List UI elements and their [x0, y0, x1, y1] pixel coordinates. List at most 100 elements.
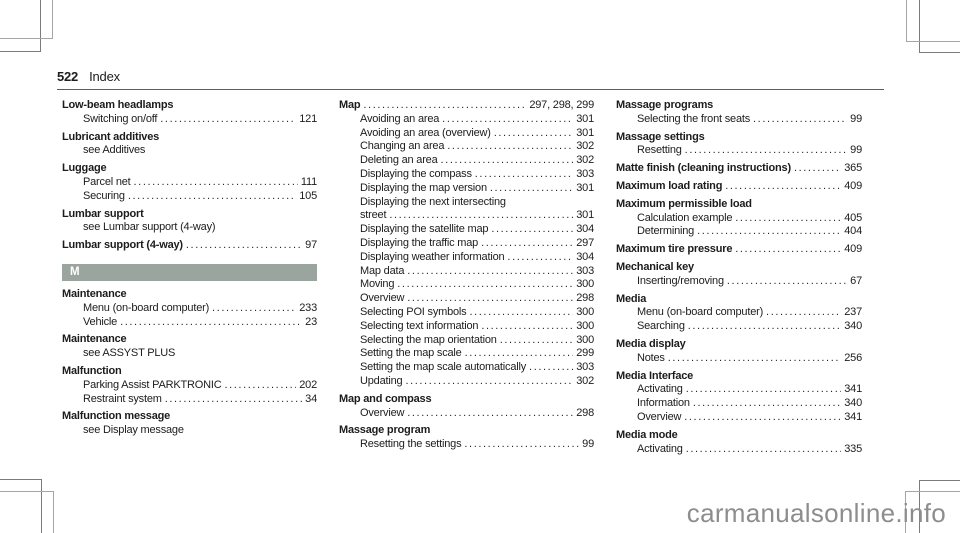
index-subentry-label: Restraint system — [83, 392, 162, 405]
index-subentry: Restraint system 34 — [62, 393, 317, 407]
index-subentry-label: Determining — [637, 225, 695, 238]
crop-mark-bottom-left-outer — [0, 479, 42, 533]
index-entry-label: Low-beam headlamps — [62, 99, 174, 111]
index-subentry: Determining 404 — [616, 225, 862, 239]
index-subentry: Setting the map scale automatically 303 — [339, 361, 594, 375]
index-subentry: Notes 256 — [616, 352, 862, 366]
index-subentry: see Lumbar support (4-way) — [62, 221, 317, 235]
dot-leader — [441, 154, 574, 168]
page-reference: 99 — [850, 112, 862, 125]
crop-mark-bottom-left-inner — [0, 491, 54, 533]
page-reference: 99 — [582, 438, 594, 451]
dot-leader — [727, 275, 847, 289]
index-entry: Lumbar support — [62, 208, 317, 222]
dot-leader — [507, 251, 573, 265]
index-subentry-label: Activating — [637, 383, 683, 396]
index-entry-label: Lumbar support — [62, 207, 144, 220]
index-subentry-label: Inserting/removing — [637, 274, 724, 287]
page-reference: 302 — [576, 154, 594, 167]
dot-leader — [407, 407, 573, 421]
index-subentry-label: Deleting an area — [360, 154, 438, 167]
index-subentry: Selecting the front seats 99 — [616, 113, 862, 127]
dot-leader — [224, 379, 296, 393]
dot-leader — [693, 397, 841, 411]
page-reference: 202 — [299, 378, 317, 391]
index-entry: Matte finish (cleaning instructions) 365 — [616, 162, 862, 176]
index-subentry-label: Overview — [360, 292, 405, 305]
page-reference: 111 — [300, 175, 317, 188]
index-subentry-label: Selecting the map orientation — [360, 333, 497, 346]
dot-leader — [442, 113, 573, 127]
index-subentry-label: Overview — [637, 410, 682, 423]
index-subentry: Switching on/off 121 — [62, 113, 317, 127]
index-subentry: street 301 — [339, 209, 594, 223]
page-reference: 121 — [299, 112, 317, 125]
index-subentry: Securing 105 — [62, 190, 317, 204]
index-subentry-label: Displaying weather information — [360, 250, 505, 263]
index-subentry-label: Resetting the settings — [360, 438, 462, 451]
page-reference: 404 — [844, 225, 862, 238]
dot-leader — [766, 306, 841, 320]
index-subentry: see ASSYST PLUS — [62, 347, 317, 361]
index-subentry-label: Displaying the traffic map — [360, 236, 479, 249]
index-subentry-label: Moving — [360, 278, 395, 291]
page-reference: 365 — [844, 162, 862, 175]
index-subentry-label: Displaying the satellite map — [360, 223, 489, 236]
index-entry: Map and compass — [339, 393, 594, 407]
index-subentry: see Additives — [62, 144, 317, 158]
index-subentry-label: street — [360, 209, 387, 222]
index-entry-label: Malfunction message — [62, 410, 171, 423]
index-subentry-label: see ASSYST PLUS — [83, 347, 176, 360]
index-subentry-label: Changing an area — [360, 140, 445, 153]
page-reference: 302 — [576, 374, 594, 387]
index-subentry: Menu (on-board computer) 237 — [616, 306, 862, 320]
page-reference: 233 — [299, 301, 317, 314]
index-subentry: Updating 302 — [339, 375, 594, 389]
index-subentry-label: see Display message — [83, 424, 184, 437]
index-entry-label: Map and compass — [339, 392, 432, 405]
watermark: carmanualsonline.info — [686, 498, 946, 528]
index-subentry-label: see Lumbar support (4-way) — [83, 221, 216, 234]
dot-leader — [697, 225, 841, 239]
dot-leader — [389, 209, 573, 223]
index-entry-group: Maintenance see ASSYST PLUS — [62, 333, 317, 361]
page-reference: 409 — [844, 179, 862, 192]
index-subentry: Activating 335 — [616, 443, 862, 457]
index-subentry-label: Searching — [637, 320, 685, 333]
index-entry-label: Lumbar support (4-way) — [62, 239, 183, 252]
page-reference: 341 — [844, 383, 862, 396]
index-subentry-label: Map data — [360, 264, 405, 277]
dot-leader — [469, 306, 573, 320]
dot-leader — [481, 237, 573, 251]
index-entry-label: Massage settings — [616, 130, 705, 143]
page-reference: 300 — [576, 278, 594, 291]
dot-leader — [725, 180, 841, 194]
index-subentry-label: Setting the map scale — [360, 347, 462, 360]
index-column-3: Massage programs Selecting the front seat… — [616, 99, 862, 456]
index-subentry-label: Menu (on-board computer) — [83, 301, 210, 314]
dot-leader — [397, 278, 573, 292]
index-entry-label: Media display — [616, 337, 686, 350]
index-subentry: Searching 340 — [616, 320, 862, 334]
page-number: 522 — [57, 69, 79, 84]
page-reference: 256 — [844, 351, 862, 364]
dot-leader — [128, 190, 296, 204]
page-reference: 297 — [576, 236, 594, 249]
index-entry-group: Maximum load rating 409 — [616, 180, 862, 194]
index-entry-label: Maximum tire pressure — [616, 243, 733, 256]
index-subentry: Overview 298 — [339, 407, 594, 421]
index-entry-group: Maximum tire pressure 409 — [616, 243, 862, 257]
index-subentry-label: Displaying the map version — [360, 181, 487, 194]
dot-leader — [684, 411, 841, 425]
crop-mark-top-right-inner — [906, 0, 960, 42]
index-subentry-label: Menu (on-board computer) — [637, 306, 764, 319]
page-reference: 301 — [576, 126, 594, 139]
